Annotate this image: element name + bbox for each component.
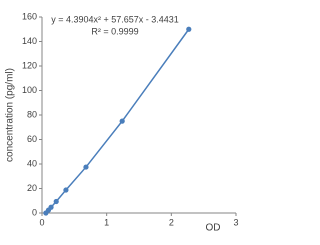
chart: y = 4.3904x² + 57.657x - 3.4431 R² = 0.9… [5,11,239,234]
y-tick-label: 140 [22,36,37,46]
x-tick-label: 0 [39,217,44,227]
point [119,118,125,124]
y-axis-label: concentration (pg/ml) [5,68,16,162]
y-tick-label: 120 [22,60,37,70]
r-squared: R² = 0.9999 [91,26,138,36]
y-tick-label: 160 [22,11,37,21]
trendline [45,28,190,214]
y-tick-label: 60 [27,134,37,144]
point [83,164,89,170]
x-tick-label: 1 [104,217,109,227]
x-tick-label: 3 [233,217,238,227]
point [63,187,69,193]
point [186,26,192,32]
x-axis-label: OD [206,223,221,234]
point [48,204,54,210]
y-tick-label: 0 [32,207,37,217]
y-tick-label: 40 [27,158,37,168]
x-tick-label: 2 [169,217,174,227]
y-tick-label: 100 [22,85,37,95]
point [53,198,59,205]
equation: y = 4.3904x² + 57.657x - 3.4431 [51,14,179,24]
y-tick-label: 80 [27,109,37,119]
y-tick-label: 20 [27,183,37,193]
